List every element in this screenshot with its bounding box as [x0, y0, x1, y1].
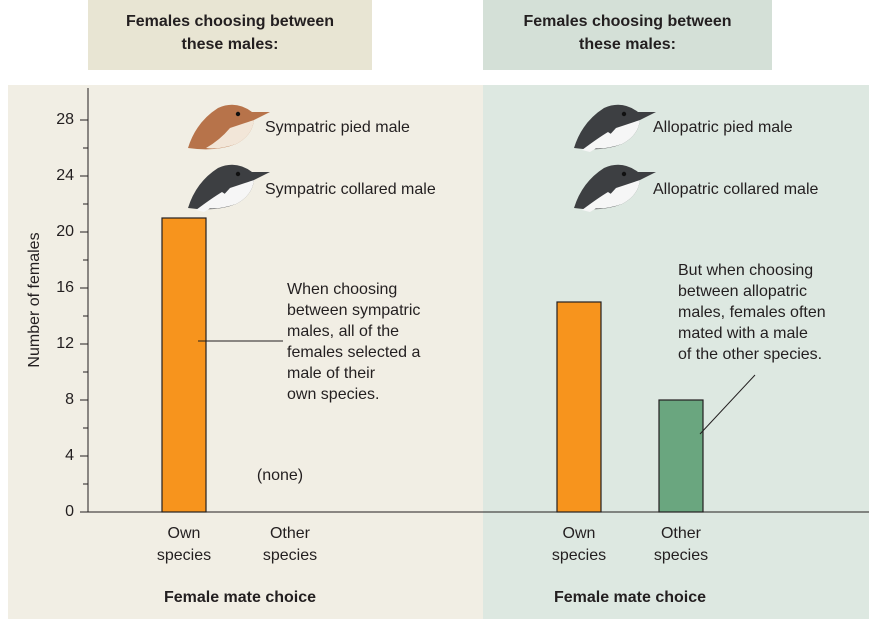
bird-eye: [622, 112, 626, 116]
x-axis-label: Female mate choice: [554, 589, 706, 606]
annotation: between allopatric: [678, 283, 807, 300]
header-box: [88, 0, 372, 70]
x-tick-label-line: Other: [661, 525, 702, 542]
annotation: When choosing: [287, 281, 397, 298]
y-tick-label: 12: [56, 335, 74, 352]
y-tick-label: 4: [65, 447, 74, 464]
male-label: Allopatric collared male: [653, 181, 819, 198]
y-tick-label: 0: [65, 503, 74, 520]
bird-eye: [236, 172, 240, 176]
y-axis-label: Number of females: [26, 232, 43, 367]
header: these males:: [579, 36, 676, 53]
value-label: (none): [257, 467, 303, 484]
y-tick-label: 16: [56, 279, 74, 296]
bar: [659, 400, 703, 512]
annotation: own species.: [287, 386, 380, 403]
annotation: But when choosing: [678, 262, 813, 279]
annotation: males, females often: [678, 304, 826, 321]
male-label: Sympatric pied male: [265, 119, 410, 136]
x-tick-label-line: Own: [168, 525, 201, 542]
y-tick-label: 20: [56, 223, 74, 240]
chart: Number of females 0 4 8 12 16 20 24 28 Females c…: [0, 0, 869, 619]
x-tick-label-line: Own: [563, 525, 596, 542]
bird-eye: [236, 112, 240, 116]
annotation: mated with a male: [678, 325, 808, 342]
bar: [557, 302, 601, 512]
x-tick-label-line: Other: [270, 525, 311, 542]
y-tick-label: 24: [56, 167, 74, 184]
header: these males:: [182, 36, 279, 53]
header: Females choosing between: [126, 13, 334, 30]
annotation: females selected a: [287, 344, 421, 361]
x-axis-label: Female mate choice: [164, 589, 316, 606]
x-tick-label-line: species: [263, 547, 317, 564]
annotation: of the other species.: [678, 346, 822, 363]
y-tick-label: 8: [65, 391, 74, 408]
male-label: Sympatric collared male: [265, 181, 436, 198]
annotation: between sympatric: [287, 302, 420, 319]
x-tick-label-line: species: [552, 547, 606, 564]
header-box: [483, 0, 772, 70]
y-tick-label: 28: [56, 111, 74, 128]
header: Females choosing between: [523, 13, 731, 30]
annotation: male of their: [287, 365, 376, 382]
annotation: males, all of the: [287, 323, 399, 340]
bar: [162, 218, 206, 512]
x-tick-label-line: species: [654, 547, 708, 564]
x-tick-label-line: species: [157, 547, 211, 564]
male-label: Allopatric pied male: [653, 119, 793, 136]
bird-eye: [622, 172, 626, 176]
